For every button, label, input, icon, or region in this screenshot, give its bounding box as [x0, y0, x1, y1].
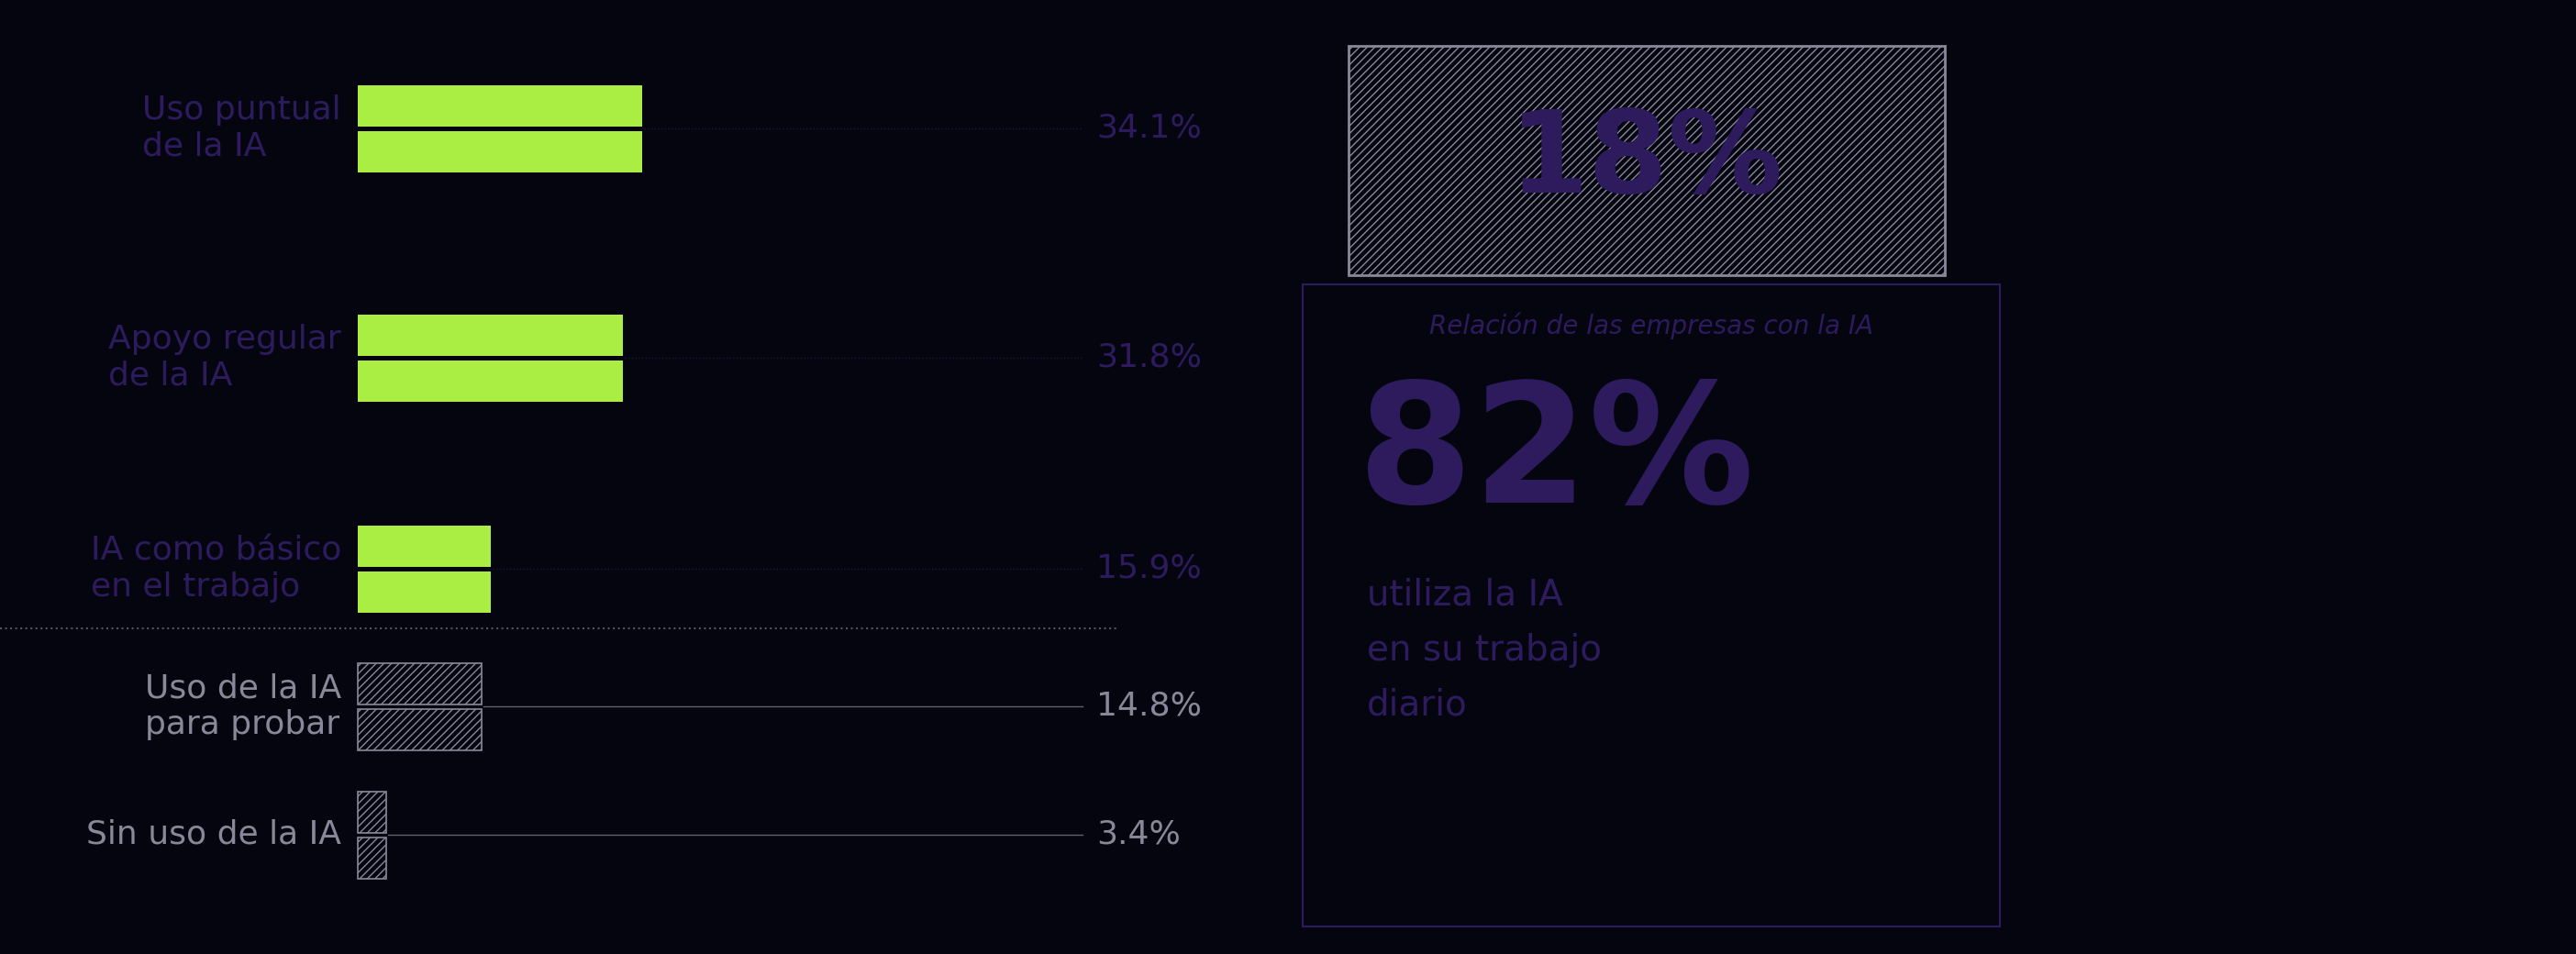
Bar	[358, 314, 623, 356]
Bar	[358, 571, 489, 612]
Text: 3.4%: 3.4%	[1097, 819, 1180, 850]
Text: Uso de la IA
para probar: Uso de la IA para probar	[144, 673, 340, 740]
Bar	[1303, 284, 1999, 926]
Text: en su trabajo: en su trabajo	[1368, 633, 1602, 668]
Text: Sin uso de la IA: Sin uso de la IA	[85, 819, 340, 850]
Bar	[358, 360, 623, 402]
Text: Relación de las empresas con la IA: Relación de las empresas con la IA	[1430, 312, 1873, 339]
Bar	[358, 131, 641, 172]
Text: 34.1%: 34.1%	[1097, 113, 1200, 144]
Bar	[1350, 46, 1945, 275]
Text: utiliza la IA: utiliza la IA	[1368, 578, 1564, 612]
Text: 14.8%: 14.8%	[1097, 691, 1203, 722]
Text: 15.9%: 15.9%	[1097, 553, 1200, 584]
Bar	[358, 663, 482, 704]
Text: 31.8%: 31.8%	[1097, 342, 1203, 373]
Text: diario: diario	[1368, 688, 1468, 723]
Bar	[358, 85, 641, 126]
Text: 18%: 18%	[1510, 105, 1785, 216]
Text: IA como básico
en el trabajo: IA como básico en el trabajo	[90, 535, 340, 602]
Bar	[358, 525, 489, 567]
Text: Apoyo regular
de la IA: Apoyo regular de la IA	[108, 324, 340, 391]
Bar	[358, 791, 386, 833]
Text: Uso puntual
de la IA: Uso puntual de la IA	[142, 94, 340, 162]
Bar	[358, 709, 482, 750]
Bar	[358, 837, 386, 879]
Text: 82%: 82%	[1358, 376, 1754, 537]
